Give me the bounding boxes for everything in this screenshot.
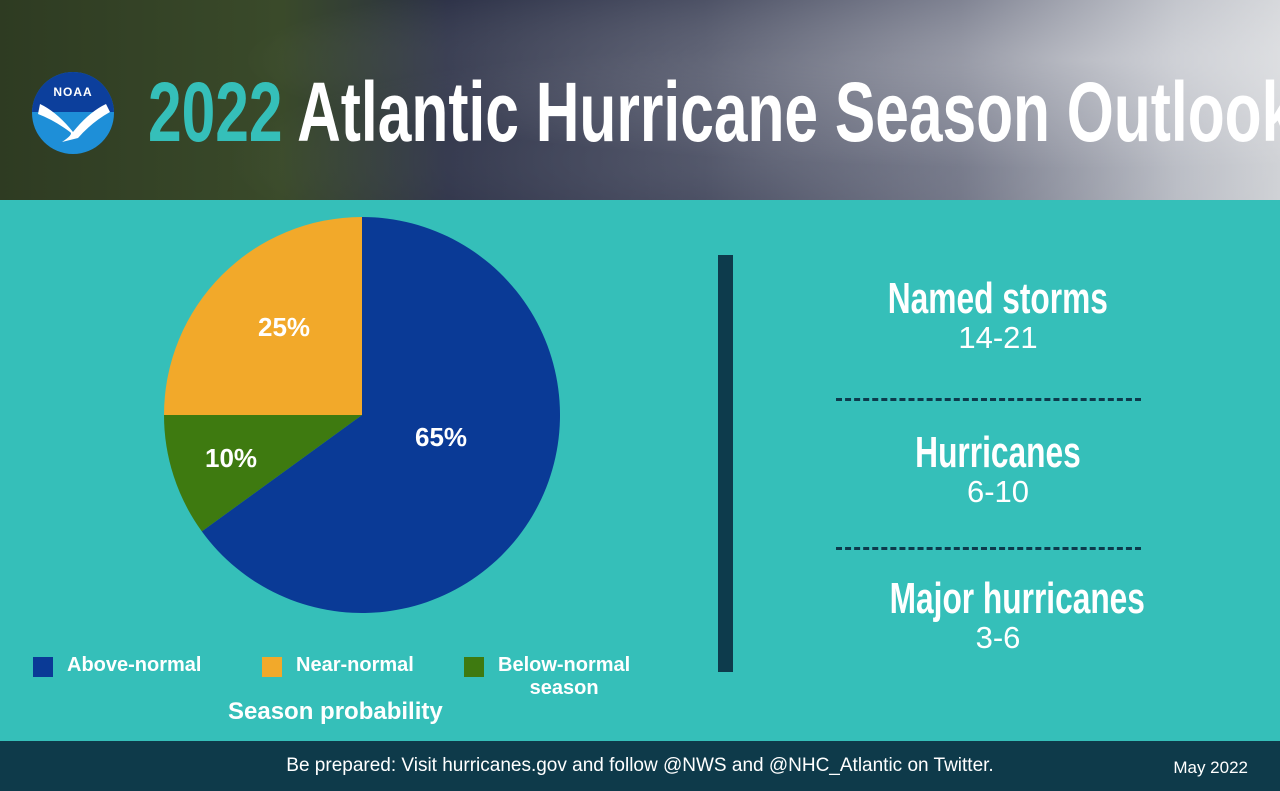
legend-label: Above-normal (67, 654, 202, 676)
stat-hurricanes: Hurricanes 6-10 (840, 428, 1156, 510)
pie-slice-above-normal (201, 217, 560, 613)
legend-swatch (464, 657, 484, 677)
chart-title: Season probability (228, 698, 443, 725)
title-year: 2022 (148, 65, 283, 159)
logo-text: NOAA (53, 85, 93, 99)
legend-label: Below-normal (498, 654, 631, 676)
dashed-divider (836, 547, 1141, 550)
slice-label-near: 25% (258, 312, 311, 342)
dashed-divider (836, 398, 1141, 401)
footer-message: Be prepared: Visit hurricanes.gov and fo… (286, 755, 994, 776)
header-banner (0, 0, 1280, 200)
noaa-logo: NOAA (32, 72, 114, 154)
footer-date: May 2022 (1173, 758, 1248, 777)
legend-label: Near-normal (296, 654, 414, 676)
pie-slice-below-normal-season (164, 415, 362, 532)
divider-bar (718, 255, 733, 672)
slice-label-below: 10% (205, 443, 258, 473)
title-text: Atlantic Hurricane Season Outlook (297, 65, 1280, 159)
stat-label: Named storms (887, 274, 1109, 323)
footer: Be prepared: Visit hurricanes.gov and fo… (0, 741, 1280, 791)
legend-above: Above-normal (33, 654, 201, 677)
legend-label-line2: season (529, 677, 599, 699)
stat-major-hurricanes: Major hurricanes 3-6 (840, 574, 1156, 656)
legend-swatch (262, 657, 282, 677)
pie-chart (164, 217, 560, 613)
legend-near: Near-normal (262, 654, 414, 677)
stat-label: Hurricanes (915, 428, 1081, 477)
stat-named-storms: Named storms 14-21 (840, 274, 1156, 356)
stat-value: 14-21 (958, 320, 1038, 355)
page-title: 2022 Atlantic Hurricane Season Outlook (148, 62, 1280, 162)
slice-label-above: 65% (415, 422, 468, 452)
legend-below: Below-normal season (464, 654, 630, 700)
pie-slice-near-normal (164, 217, 362, 415)
stat-value: 6-10 (966, 474, 1030, 509)
legend-swatch (33, 657, 53, 677)
stat-value: 3-6 (975, 620, 1021, 655)
stat-label: Major hurricanes (889, 574, 1145, 623)
